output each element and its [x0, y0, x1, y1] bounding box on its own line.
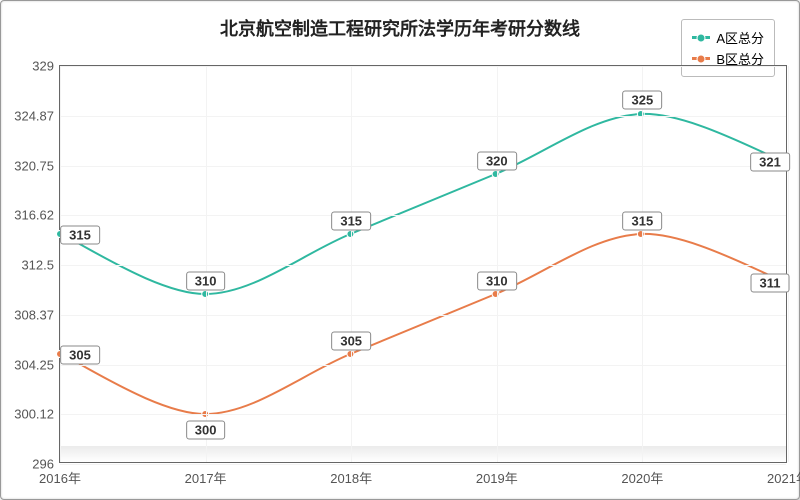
plot-area: 296300.12304.25308.37312.5316.62320.7532…: [59, 65, 787, 463]
x-axis-label: 2021年: [767, 462, 800, 487]
data-label: 305: [60, 346, 100, 365]
data-label: 310: [186, 272, 226, 291]
chart-lines: [60, 66, 786, 462]
data-label: 305: [331, 332, 371, 351]
gridline-v: [642, 66, 643, 462]
data-point: [492, 171, 499, 178]
data-label: 315: [331, 211, 371, 230]
y-axis-label: 329: [32, 59, 60, 74]
x-axis-label: 2017年: [185, 462, 227, 487]
legend-swatch-a: [692, 36, 710, 39]
x-axis-label: 2018年: [330, 462, 372, 487]
series-line: [60, 114, 786, 294]
y-axis-label: 300.12: [14, 407, 60, 422]
chart-container: 北京航空制造工程研究所法学历年考研分数线 A区总分 B区总分 296300.12…: [0, 0, 800, 500]
data-label: 320: [477, 151, 517, 170]
data-label: 315: [623, 211, 663, 230]
data-label: 321: [750, 153, 790, 172]
gridline-h: [60, 116, 786, 117]
gridline-v: [60, 66, 61, 462]
gridline-v: [497, 66, 498, 462]
gridline-v: [206, 66, 207, 462]
x-axis-label: 2019年: [476, 462, 518, 487]
gridline-h: [60, 414, 786, 415]
data-point: [492, 291, 499, 298]
x-axis-label: 2020年: [621, 462, 663, 487]
y-axis-label: 308.37: [14, 307, 60, 322]
gridline-h: [60, 215, 786, 216]
gridline-v: [351, 66, 352, 462]
plot-floor-shadow: [60, 446, 786, 462]
y-axis-label: 304.25: [14, 357, 60, 372]
legend-item: A区总分: [692, 28, 764, 47]
series-line: [60, 234, 786, 414]
gridline-h: [60, 464, 786, 465]
y-axis-label: 320.75: [14, 158, 60, 173]
data-label: 300: [186, 420, 226, 439]
gridline-v: [788, 66, 789, 462]
data-label: 315: [60, 225, 100, 244]
gridline-h: [60, 315, 786, 316]
data-label: 325: [623, 91, 663, 110]
gridline-h: [60, 265, 786, 266]
y-axis-label: 324.87: [14, 108, 60, 123]
data-label: 311: [751, 274, 790, 293]
x-axis-label: 2016年: [39, 462, 81, 487]
y-axis-label: 316.62: [14, 208, 60, 223]
y-axis-label: 312.5: [21, 258, 60, 273]
gridline-h: [60, 365, 786, 366]
gridline-h: [60, 166, 786, 167]
chart-title: 北京航空制造工程研究所法学历年考研分数线: [220, 15, 580, 41]
legend-label-a: A区总分: [716, 28, 764, 47]
gridline-h: [60, 66, 786, 67]
data-label: 310: [477, 272, 517, 291]
legend-swatch-b: [692, 57, 710, 60]
